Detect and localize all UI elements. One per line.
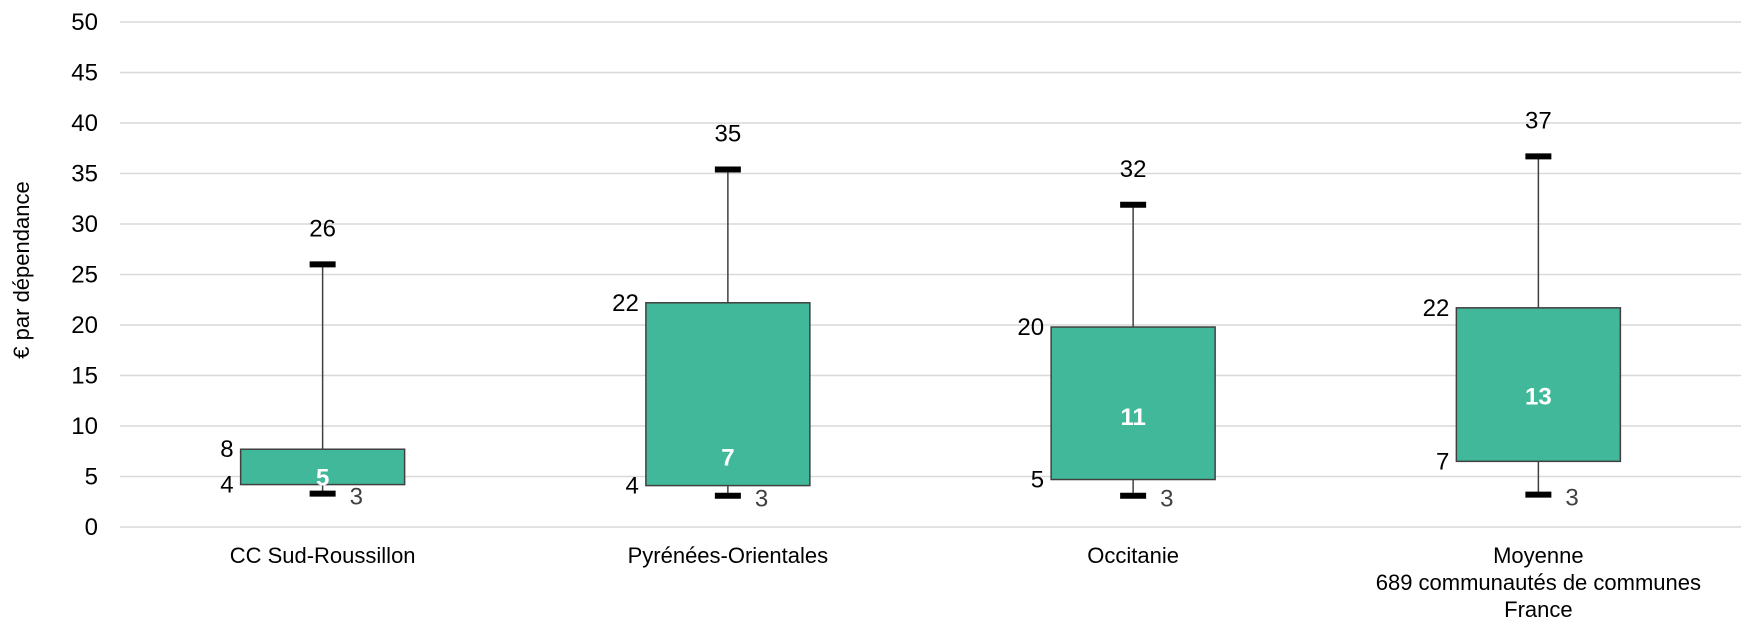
x-category-label: CC Sud-Roussillon — [230, 543, 416, 568]
y-tick-label: 15 — [71, 363, 98, 390]
x-category-label: Occitanie — [1087, 543, 1179, 568]
max-label: 37 — [1525, 107, 1552, 134]
y-tick-label: 35 — [71, 161, 98, 188]
x-axis-labels: CC Sud-Roussillon Pyrénées-Orientales Occi… — [230, 543, 1701, 621]
median-label: 11 — [1120, 404, 1145, 431]
max-label: 35 — [715, 120, 742, 147]
q3-label: 22 — [1423, 295, 1450, 322]
x-category-label: Pyrénées-Orientales — [628, 543, 829, 568]
iqr-box — [239, 448, 406, 486]
y-tick-label: 50 — [71, 9, 98, 36]
median-label: 13 — [1525, 384, 1552, 411]
x-category-label: 689 communautés de communes — [1376, 570, 1701, 595]
y-tick-label: 0 — [85, 514, 98, 541]
y-axis-label: € par dépendance — [9, 181, 34, 358]
max-label: 32 — [1120, 156, 1147, 183]
y-tick-label: 30 — [71, 211, 98, 238]
q1-label: 4 — [626, 473, 639, 500]
x-category-label: France — [1504, 597, 1572, 621]
min-label: 3 — [350, 484, 363, 511]
box-group: 26 8 4 35 — [220, 215, 406, 511]
x-category-label: Moyenne — [1493, 543, 1584, 568]
y-tick-label: 10 — [71, 413, 98, 440]
max-label: 26 — [309, 215, 336, 242]
min-label: 3 — [1160, 486, 1173, 513]
min-label: 3 — [755, 486, 768, 513]
q3-label: 22 — [612, 290, 639, 317]
q3-label: 20 — [1017, 314, 1044, 341]
min-label: 3 — [1565, 485, 1578, 512]
iqr-box — [1050, 326, 1216, 481]
y-tick-label: 20 — [71, 312, 98, 339]
y-axis-ticks: 0 5 10 15 20 25 30 35 40 45 50 — [71, 9, 98, 541]
iqr-box — [645, 302, 811, 487]
q1-label: 5 — [1031, 467, 1044, 494]
box-group: 32 20 5 3 11 — [1017, 156, 1216, 513]
y-tick-label: 5 — [85, 464, 98, 491]
q1-label: 7 — [1436, 448, 1449, 475]
q3-label: 8 — [220, 436, 233, 463]
y-tick-label: 45 — [71, 60, 98, 87]
iqr-box — [1455, 307, 1622, 463]
median-label: 5 — [316, 465, 329, 492]
q1-label: 4 — [220, 472, 233, 499]
box-group: 35 22 4 37 — [612, 120, 811, 513]
y-tick-label: 25 — [71, 262, 98, 289]
box-group: 37 22 7 3 13 — [1423, 107, 1622, 512]
y-tick-label: 40 — [71, 110, 98, 137]
median-label: 7 — [721, 444, 734, 471]
